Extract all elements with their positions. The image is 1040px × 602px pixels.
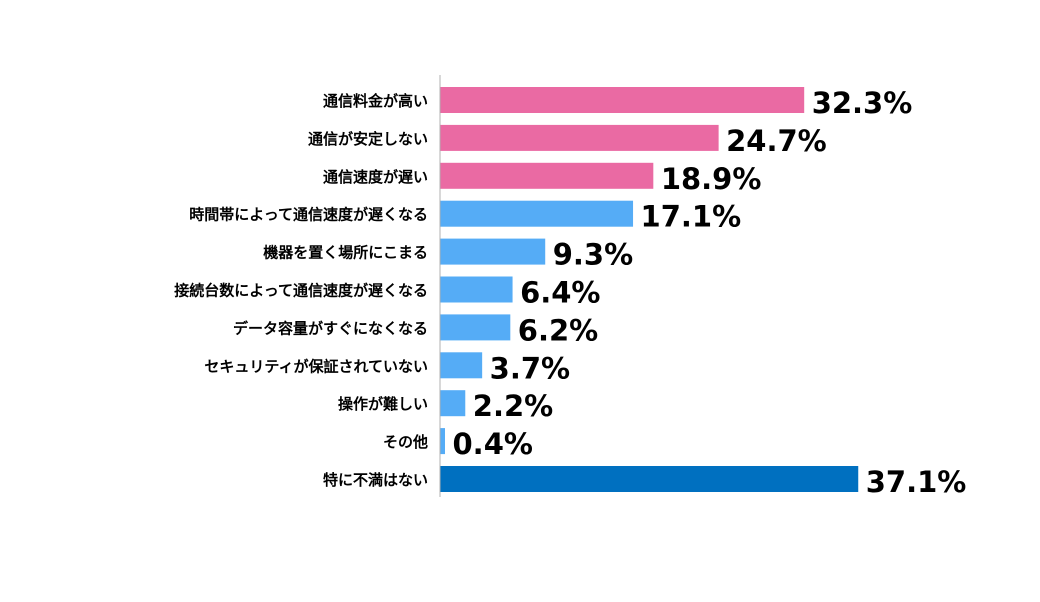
value-label-11: 37.1%: [866, 465, 967, 499]
bar-3: [440, 162, 654, 189]
bars-group: [440, 87, 859, 492]
value-label-5: 9.3%: [553, 238, 633, 272]
category-label-4: 時間帯によって通信速度が遅くなる: [189, 206, 428, 224]
category-labels-group: 通信料金が高い通信が安定しない通信速度が遅い時間帯によって通信速度が遅くなる機器…: [174, 92, 428, 489]
bar-9: [440, 390, 466, 417]
category-label-8: セキュリティが保証されていない: [204, 357, 428, 375]
category-label-10: その他: [383, 433, 428, 451]
value-label-9: 2.2%: [473, 389, 553, 423]
value-label-2: 24.7%: [726, 124, 827, 158]
bar-1: [440, 87, 805, 113]
bar-5: [440, 238, 546, 265]
category-label-1: 通信料金が高い: [323, 92, 428, 110]
value-label-6: 6.4%: [520, 276, 600, 310]
category-label-6: 接続台数によって通信速度が遅くなる: [174, 282, 428, 300]
bar-10: [440, 428, 446, 455]
value-label-1: 32.3%: [812, 86, 913, 120]
category-label-2: 通信が安定しない: [308, 130, 428, 148]
value-labels-group: 32.3% 24.7% 18.9% 17.1%9.3% 6.4%6.2% 3.7% 2.2%…: [453, 86, 967, 499]
bar-8: [440, 352, 483, 379]
category-label-3: 通信速度が遅い: [323, 168, 428, 186]
value-label-4: 17.1%: [641, 200, 742, 234]
value-label-10: 0.4%: [453, 427, 533, 461]
category-label-9: 操作が難しい: [338, 395, 428, 413]
category-label-11: 特に不満はない: [323, 471, 428, 489]
category-label-7: データ容量がすぐになくなる: [233, 319, 428, 337]
value-label-3: 18.9%: [661, 162, 762, 196]
bar-6: [440, 276, 513, 303]
category-label-5: 機器を置く場所にこまる: [263, 244, 428, 262]
bar-4: [440, 200, 634, 227]
bar-11: [440, 466, 859, 492]
bar-2: [440, 124, 719, 151]
bar-7: [440, 314, 511, 341]
value-label-7: 6.2%: [518, 313, 598, 347]
value-label-8: 3.7%: [490, 351, 570, 385]
